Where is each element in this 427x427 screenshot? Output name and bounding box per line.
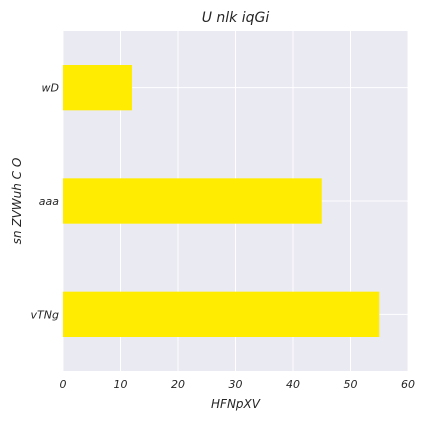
bar-wD	[63, 65, 132, 111]
x-tick-label: 40	[286, 378, 300, 391]
x-axis-label: HFNpXV	[211, 397, 261, 411]
y-axis-label: sn ZVWuh C O	[10, 158, 24, 245]
x-tick-label: 10	[114, 378, 128, 391]
y-tick-label: aaa	[39, 195, 59, 208]
x-tick-label: 50	[344, 378, 358, 391]
tick-labels: 0 10 20 30 40 50 60 wD aaa vTNg	[31, 82, 415, 391]
bars	[63, 65, 380, 337]
bar-aaa	[63, 178, 322, 224]
x-tick-label: 60	[401, 378, 415, 391]
bar-vTNg	[63, 291, 380, 337]
x-tick-label: 30	[229, 378, 243, 391]
y-tick-label: wD	[42, 82, 59, 95]
chart-title: U nlk iqGi	[202, 10, 270, 26]
x-tick-label: 0	[60, 378, 67, 391]
y-tick-label: vTNg	[31, 308, 59, 321]
x-tick-label: 20	[171, 378, 185, 391]
